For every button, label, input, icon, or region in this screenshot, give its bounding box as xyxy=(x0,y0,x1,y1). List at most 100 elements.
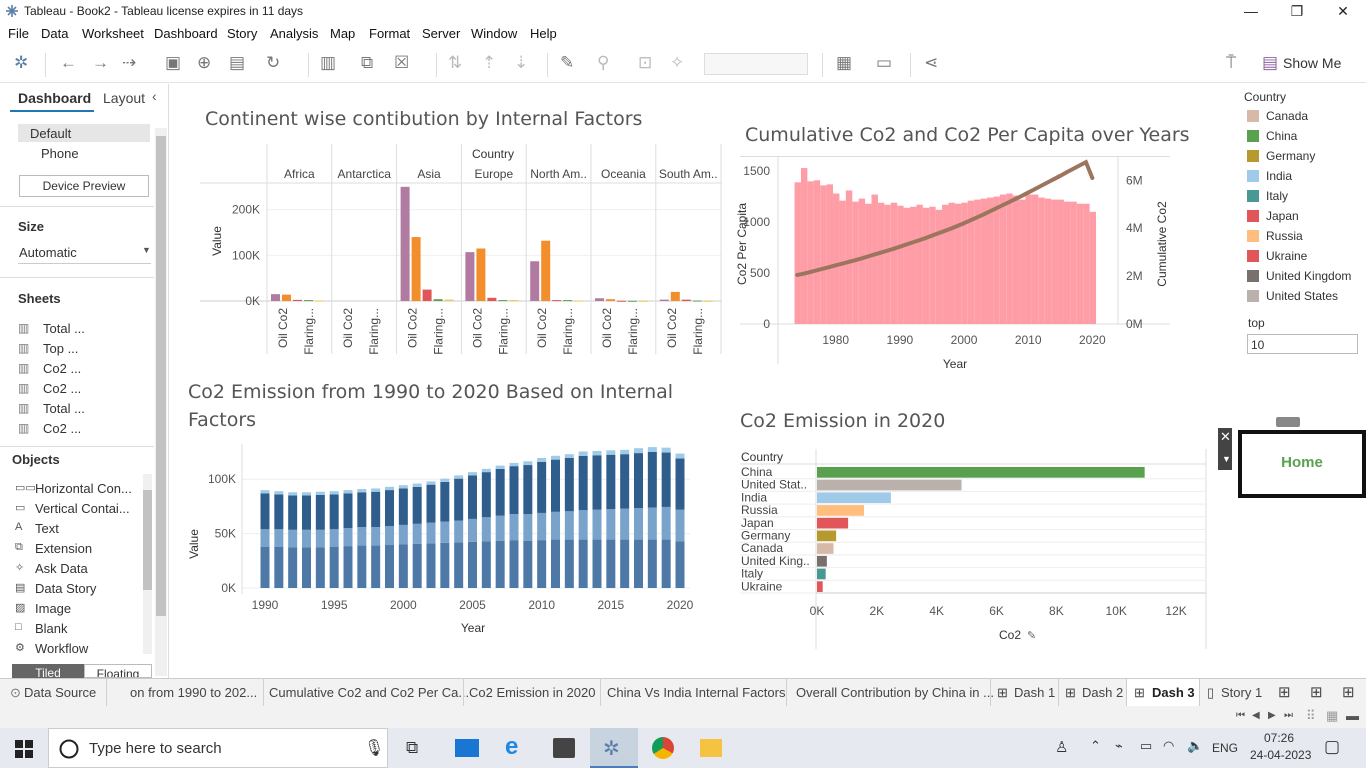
chrome-icon[interactable] xyxy=(652,737,674,759)
clock-date[interactable]: 24-04-2023 xyxy=(1250,748,1312,762)
sort-ascending-icon[interactable]: ⇡ xyxy=(482,53,497,72)
windows-start-icon[interactable] xyxy=(15,740,33,758)
tab-dashboard[interactable]: Dashboard xyxy=(18,90,92,106)
object-item[interactable]: Horizontal Con... xyxy=(35,481,132,496)
highlight-icon[interactable]: ✎ xyxy=(560,53,575,72)
show-cards-icon[interactable]: ▦ xyxy=(836,53,853,72)
people-icon[interactable]: ♙ xyxy=(1055,739,1069,756)
object-item[interactable]: Vertical Contai... xyxy=(35,501,130,516)
tab-cumulative-co2[interactable]: Cumulative Co2 and Co2 Per Ca... xyxy=(269,685,470,700)
legend-item[interactable]: India xyxy=(1266,169,1293,183)
legend-item[interactable]: United States xyxy=(1266,289,1339,303)
pause-updates-icon[interactable]: ▤ xyxy=(229,53,246,72)
tab-overall-contribution[interactable]: Overall Contribution by China in ... xyxy=(796,685,994,700)
legend-item[interactable]: United Kingdom xyxy=(1266,269,1352,283)
floating-button[interactable]: Floating xyxy=(84,664,152,678)
sheet-item[interactable]: Co2 ... xyxy=(43,381,82,396)
tiled-button[interactable]: Tiled xyxy=(12,664,84,678)
new-story-tab-icon[interactable]: ⊞ xyxy=(1342,684,1355,701)
show-me-icon[interactable]: ▤ xyxy=(1262,53,1279,72)
volume-icon[interactable]: 🔈 xyxy=(1187,738,1204,753)
minimize-button[interactable]: — xyxy=(1244,3,1258,19)
legend-item[interactable]: Germany xyxy=(1266,149,1316,163)
tab-co2-emission-2020[interactable]: Co2 Emission in 2020 xyxy=(469,685,596,700)
task-view-icon[interactable]: ⧉ xyxy=(406,738,419,757)
emission-stacked-chart[interactable]: 0K 50K 100K 1990 1995 2000 2005 2010 2015 2020 Yea… xyxy=(170,434,710,644)
tab-view-icon[interactable]: ▬ xyxy=(1346,708,1359,723)
size-dropdown[interactable]: Automatic ▼ xyxy=(18,242,151,264)
fit-dropdown[interactable] xyxy=(704,53,808,75)
panel-scrollbar[interactable] xyxy=(155,128,167,676)
tab-dash-1[interactable]: Dash 1 xyxy=(1014,685,1056,700)
share-icon[interactable]: ⋖ xyxy=(924,53,939,72)
clock-time[interactable]: 07:26 xyxy=(1264,731,1295,745)
new-worksheet-tab-icon[interactable]: ⊞ xyxy=(1278,684,1291,701)
close-window-button[interactable]: ✕ xyxy=(1337,3,1349,19)
show-me-button[interactable]: Show Me xyxy=(1283,55,1342,71)
redo-icon[interactable]: → xyxy=(92,53,109,72)
menu-data[interactable]: Data xyxy=(41,26,69,41)
first-sheet-icon[interactable]: ⏮ xyxy=(1236,710,1245,721)
save-icon[interactable]: ▣ xyxy=(165,53,182,72)
top-parameter-input[interactable]: 10 xyxy=(1247,334,1358,354)
device-default[interactable]: Default xyxy=(30,126,72,141)
store-icon[interactable] xyxy=(553,738,575,758)
home-button[interactable]: Home xyxy=(1238,430,1366,498)
notifications-icon[interactable]: ▢ xyxy=(1324,737,1341,756)
replay-icon[interactable]: ⇢ xyxy=(122,53,137,72)
legend-item[interactable]: Japan xyxy=(1266,209,1299,223)
object-item[interactable]: Workflow xyxy=(35,641,89,656)
legend-item[interactable]: China xyxy=(1266,129,1298,143)
tab-layout[interactable]: Layout xyxy=(103,90,146,106)
menu-dashboard[interactable]: Dashboard xyxy=(154,26,218,41)
refresh-icon[interactable]: ↻ xyxy=(266,53,281,72)
new-dashboard-tab-icon[interactable]: ⊞ xyxy=(1310,684,1323,701)
labels-icon[interactable]: ⊡ xyxy=(638,53,653,72)
tab-data-source[interactable]: Data Source xyxy=(24,685,97,700)
close-object-icon[interactable]: ✕ xyxy=(1220,429,1231,444)
last-sheet-icon[interactable]: ⏭ xyxy=(1284,710,1293,721)
sheet-item[interactable]: Total ... xyxy=(43,401,85,416)
legend-item[interactable]: Ukraine xyxy=(1266,249,1308,263)
wifi-icon[interactable]: ◠ xyxy=(1163,738,1175,753)
battery-icon[interactable]: ▭ xyxy=(1140,738,1153,753)
restore-button[interactable]: ❐ xyxy=(1290,3,1304,19)
menu-help[interactable]: Help xyxy=(530,26,557,41)
objects-scrollbar[interactable] xyxy=(143,474,152,654)
object-menu-icon[interactable]: ▼ xyxy=(1222,454,1231,464)
sheet-item[interactable]: Co2 ... xyxy=(43,421,82,436)
next-sheet-icon[interactable]: ▶ xyxy=(1268,710,1276,721)
show-hidden-icons[interactable]: ⌃ xyxy=(1090,738,1101,753)
tableau-taskbar-icon[interactable]: ✲ xyxy=(603,738,620,760)
presentation-mode-icon[interactable]: ▭ xyxy=(876,53,893,72)
device-preview-button[interactable]: Device Preview xyxy=(19,175,149,197)
filmstrip-icon[interactable]: ⠿ xyxy=(1306,708,1316,723)
menu-file[interactable]: File xyxy=(8,26,29,41)
continent-bar-chart[interactable]: Country 0K 100K 200K Value Africa Oil Co2 Flari… xyxy=(170,84,730,374)
grid-view-icon[interactable]: ▦ xyxy=(1326,708,1339,723)
object-item[interactable]: Data Story xyxy=(35,581,97,596)
menu-analysis[interactable]: Analysis xyxy=(270,26,319,41)
object-item[interactable]: Blank xyxy=(35,621,68,636)
drag-handle[interactable] xyxy=(1276,417,1300,427)
menu-server[interactable]: Server xyxy=(422,26,461,41)
menu-map[interactable]: Map xyxy=(330,26,356,41)
collapse-panel-icon[interactable]: ‹ xyxy=(152,88,157,104)
prev-sheet-icon[interactable]: ◀ xyxy=(1252,710,1260,721)
tab-story-1[interactable]: Story 1 xyxy=(1221,685,1263,700)
legend-item[interactable]: Italy xyxy=(1266,189,1289,203)
object-item[interactable]: Extension xyxy=(35,541,93,556)
tab-dash-3[interactable]: Dash 3 xyxy=(1152,685,1195,700)
sheet-item[interactable]: Total ... xyxy=(43,321,85,336)
menu-window[interactable]: Window xyxy=(471,26,518,41)
file-explorer-icon[interactable] xyxy=(700,739,722,757)
device-phone[interactable]: Phone xyxy=(41,146,79,161)
duplicate-sheet-icon[interactable]: ⧉ xyxy=(361,53,374,72)
menu-format[interactable]: Format xyxy=(369,26,411,41)
edge-icon[interactable]: e xyxy=(505,733,519,760)
legend-item[interactable]: Canada xyxy=(1266,109,1309,123)
legend-item[interactable]: Russia xyxy=(1266,229,1303,243)
tableau-home-icon[interactable]: ✲ xyxy=(14,53,29,72)
tab-china-vs-india[interactable]: China Vs India Internal Factors xyxy=(607,685,786,700)
tab-dash-2[interactable]: Dash 2 xyxy=(1082,685,1124,700)
